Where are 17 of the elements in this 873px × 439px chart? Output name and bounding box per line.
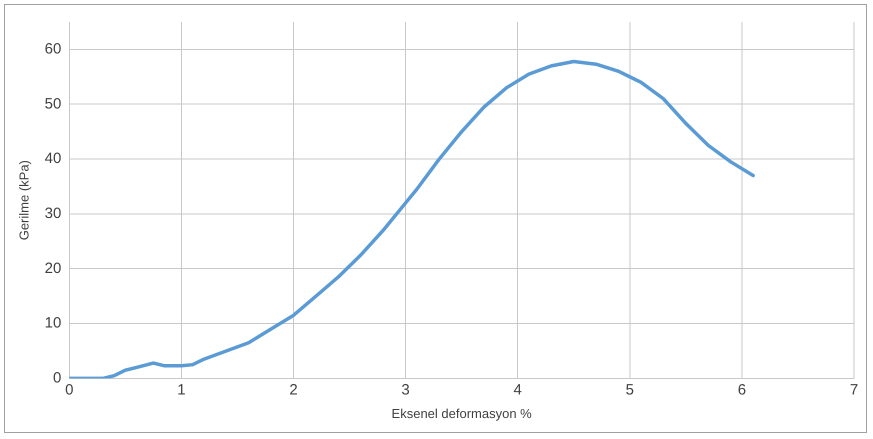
x-tick-label: 1 (177, 382, 186, 399)
x-tick-label: 6 (738, 382, 746, 399)
x-tick-label: 3 (401, 382, 410, 399)
x-tick-label: 7 (850, 382, 858, 399)
y-tick-label: 40 (44, 150, 62, 168)
x-tick-label: 5 (626, 382, 634, 399)
y-tick-label: 0 (52, 370, 62, 387)
x-tick-label: 4 (514, 382, 522, 399)
y-axis-title: Gerilme (kPa) (16, 160, 32, 240)
x-tick-label: 0 (65, 382, 74, 399)
y-tick-label: 20 (44, 260, 62, 277)
x-axis-title: Eksenel deformasyon % (392, 406, 532, 421)
y-tick-label: 60 (44, 40, 62, 58)
x-tick-label: 2 (289, 382, 298, 399)
y-tick-label: 10 (44, 314, 62, 332)
y-tick-label: 50 (44, 95, 62, 112)
y-tick-label: 30 (44, 205, 62, 222)
